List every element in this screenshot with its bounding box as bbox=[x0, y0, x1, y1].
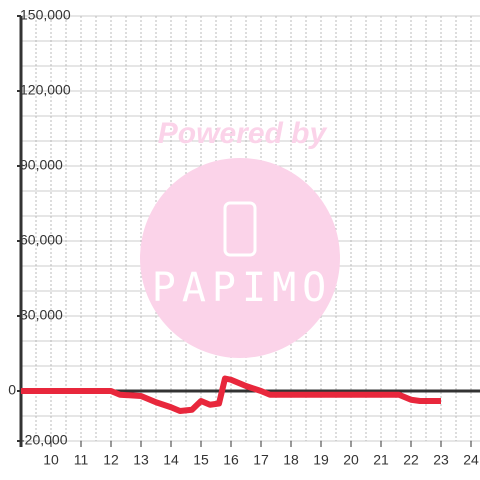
data-line bbox=[21, 375, 441, 414]
x-tick-label: 22 bbox=[403, 452, 419, 468]
x-tick-label: 15 bbox=[193, 452, 209, 468]
x-tick-label: 16 bbox=[223, 452, 239, 468]
x-tick-label: 23 bbox=[433, 452, 449, 468]
y-tick-label: 60,000 bbox=[20, 232, 63, 248]
x-tick-label: 14 bbox=[163, 452, 179, 468]
y-tick-label: 150,000 bbox=[20, 7, 71, 23]
x-tick-label: 13 bbox=[133, 452, 149, 468]
y-tick-label: 90,000 bbox=[20, 157, 63, 173]
y-tick-label: 120,000 bbox=[20, 82, 71, 98]
x-tick-label: 24 bbox=[463, 452, 479, 468]
y-tick-label: 0 bbox=[8, 382, 16, 398]
watermark-phone bbox=[223, 201, 257, 257]
watermark-text: Powered by bbox=[158, 117, 328, 150]
x-tick-label: 20 bbox=[343, 452, 359, 468]
watermark-circle bbox=[140, 158, 340, 358]
x-tick-label: 19 bbox=[313, 452, 329, 468]
x-tick-label: 11 bbox=[74, 452, 89, 468]
x-tick-label: 10 bbox=[43, 452, 59, 468]
y-tick-label: -20,000 bbox=[20, 432, 68, 448]
y-tick-label: 30,000 bbox=[20, 307, 63, 323]
x-tick-label: 18 bbox=[283, 452, 299, 468]
watermark-logo: PAPIMO bbox=[152, 265, 333, 311]
x-tick-label: 12 bbox=[103, 452, 119, 468]
x-tick-label: 17 bbox=[253, 452, 269, 468]
x-tick-label: 21 bbox=[373, 452, 389, 468]
